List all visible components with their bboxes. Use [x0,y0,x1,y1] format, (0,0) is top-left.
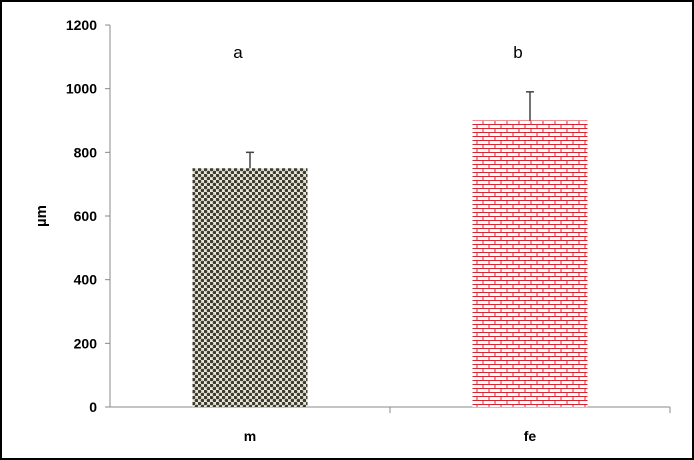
y-tick-label: 1000 [66,81,97,97]
bar-fe [472,120,588,407]
x-tick-label: m [244,428,256,444]
y-tick-label: 0 [89,399,97,415]
significance-label: a [233,43,243,62]
x-tick-label: fe [524,428,537,444]
y-tick-label: 400 [74,272,98,288]
y-tick-label: 800 [74,144,98,160]
y-tick-label: 1200 [66,17,97,33]
y-axis-label: µm [33,205,50,227]
significance-label: b [513,43,522,62]
y-tick-label: 600 [74,208,98,224]
y-tick-label: 200 [74,335,98,351]
bar-m [192,168,308,407]
